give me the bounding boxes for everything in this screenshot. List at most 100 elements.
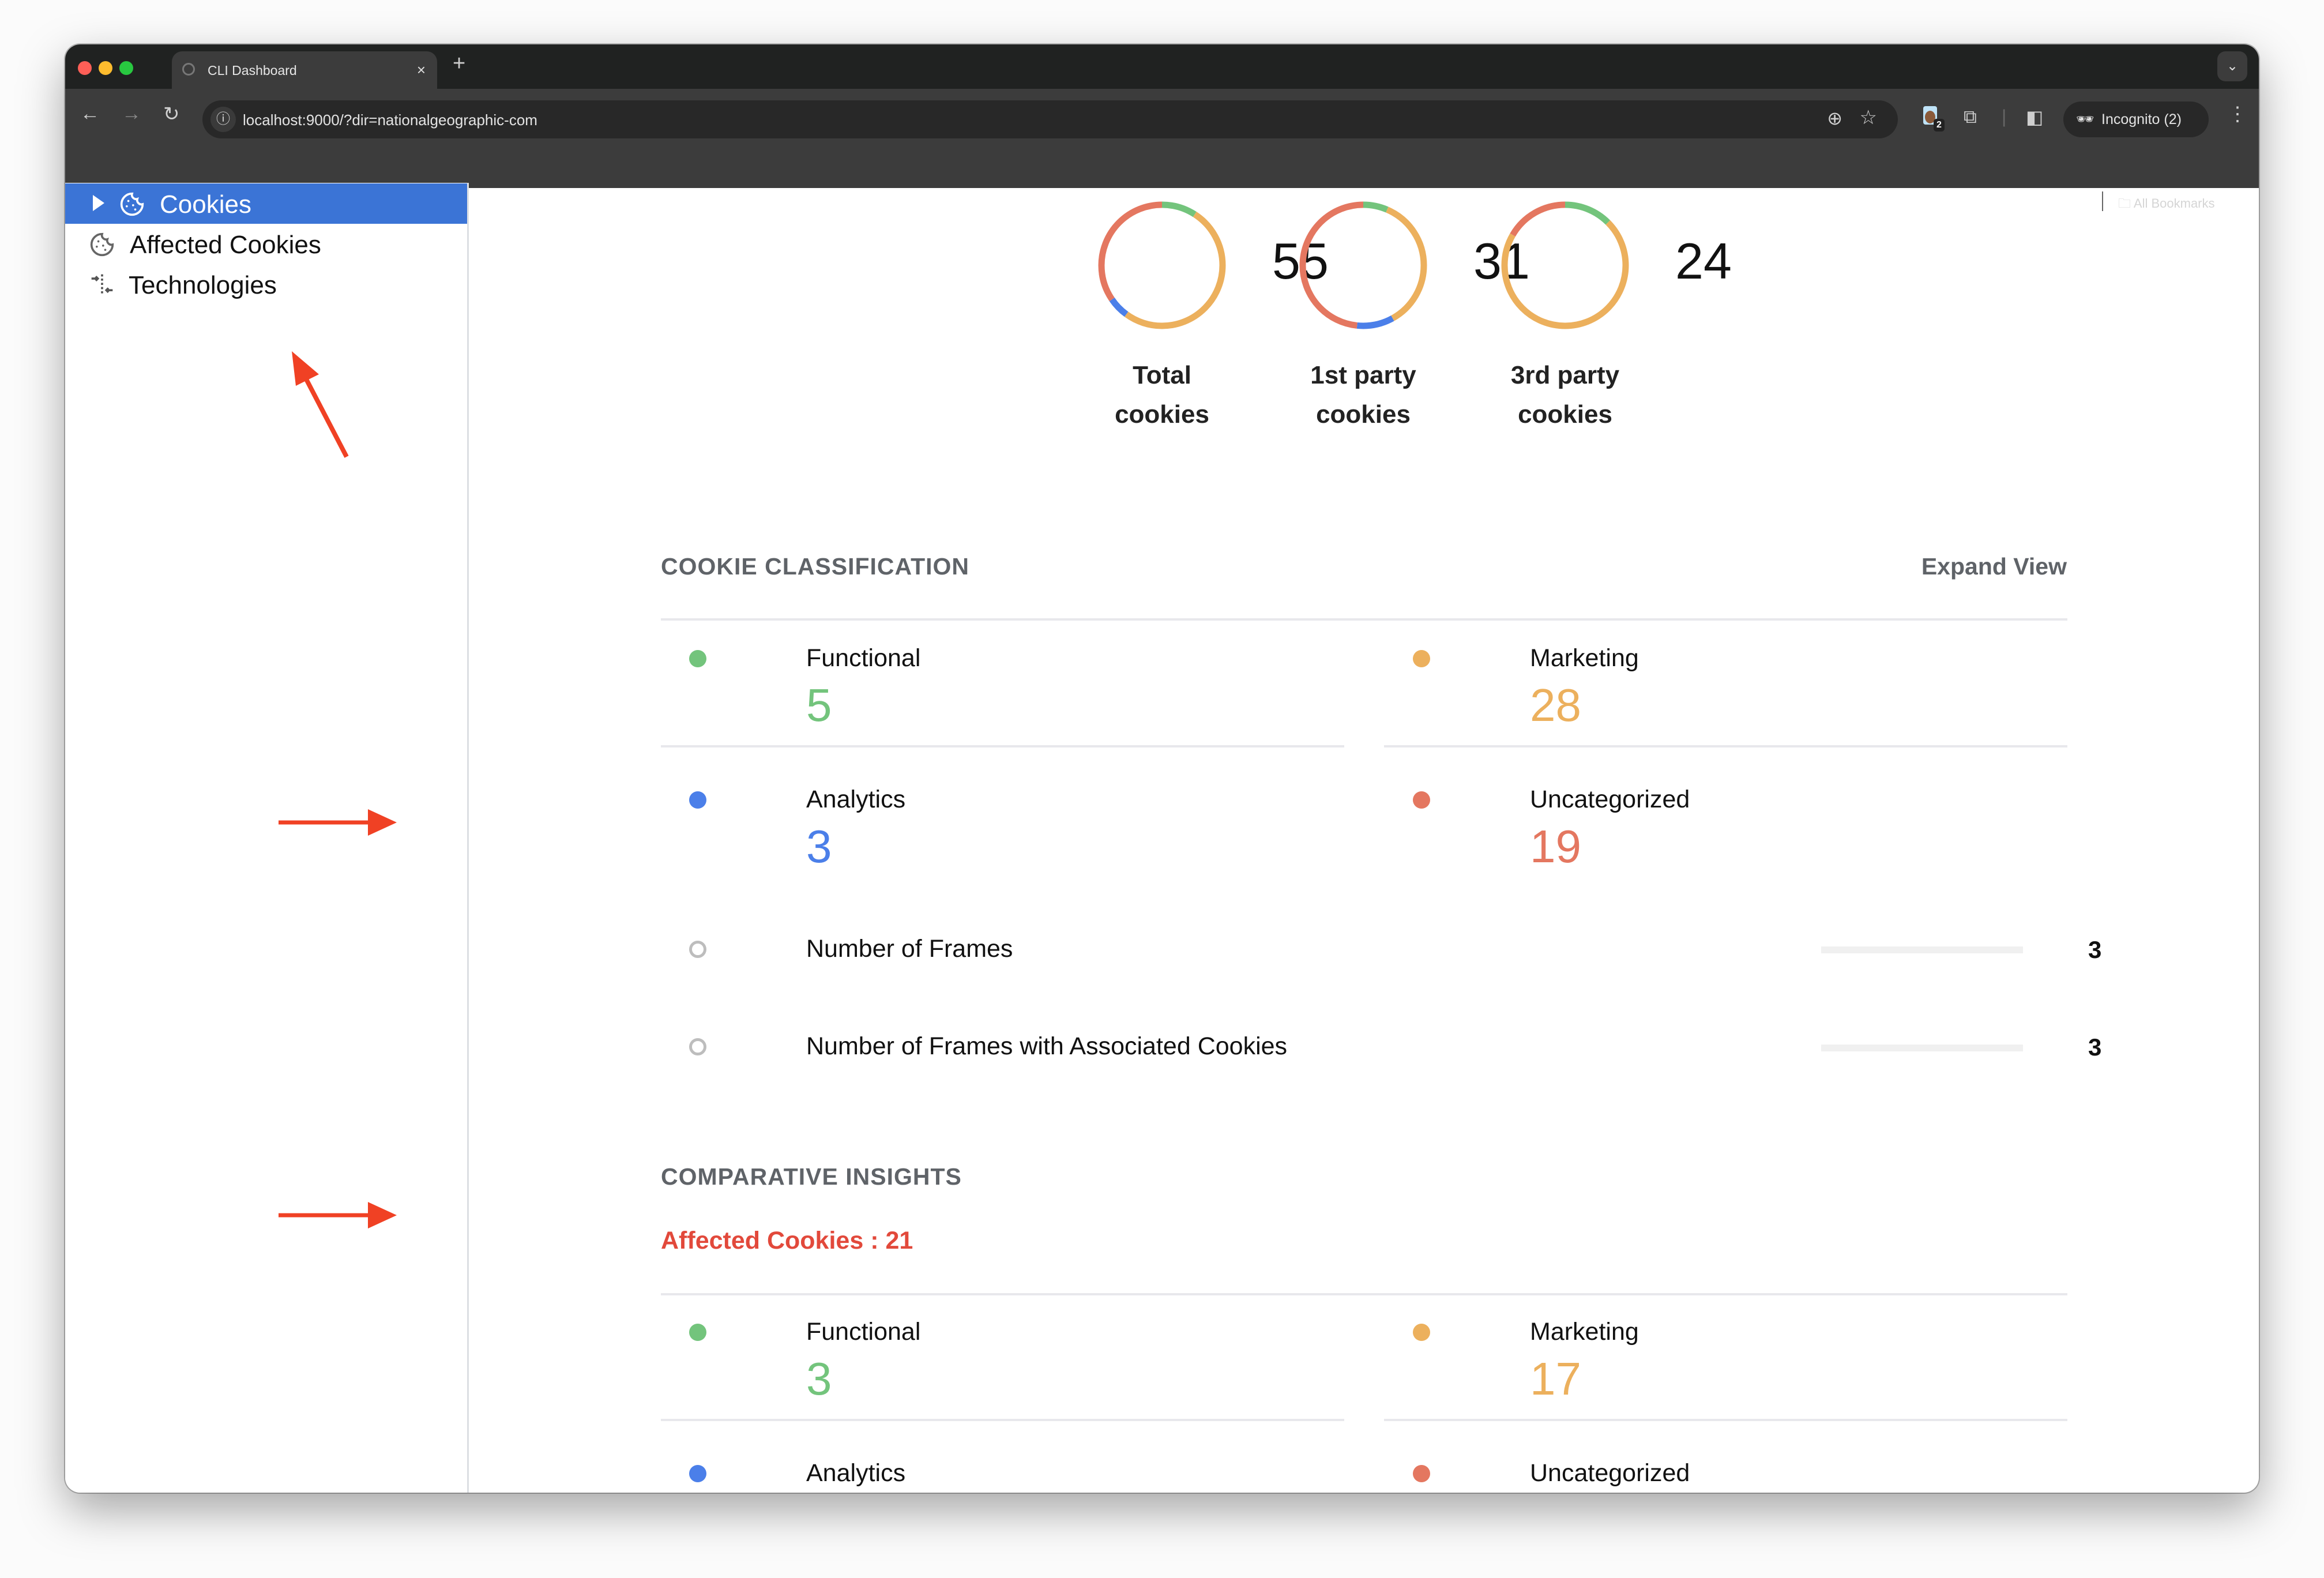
extension-badge: 2	[1934, 119, 1945, 132]
donut-first-party: 31	[1294, 196, 1530, 335]
cookie-jar-extension-icon[interactable]	[1923, 106, 1937, 125]
tab-search-chevron-icon[interactable]: ⌄	[2217, 51, 2247, 81]
site-info-icon[interactable]: ⓘ	[210, 107, 236, 132]
tab-title: CLI Dashboard	[208, 63, 297, 78]
divider	[661, 745, 1344, 747]
divider	[661, 1419, 1344, 1421]
donut-segment-uncategorized	[1299, 201, 1427, 329]
tab-strip: CLI Dashboard × + ⌄	[65, 44, 2259, 89]
incognito-icon: 🕶	[2076, 111, 2094, 127]
category-label: Uncategorized	[1530, 1459, 1690, 1487]
category-label: Analytics	[806, 1459, 906, 1487]
cookie-classification-title: COOKIE CLASSIFICATION	[661, 553, 970, 580]
back-button[interactable]: ←	[80, 103, 100, 125]
close-window-button[interactable]	[78, 61, 92, 75]
category-value: 3	[806, 1353, 832, 1404]
bookmark-star-icon[interactable]: ☆	[1859, 107, 1877, 129]
affected-cookies-count: Affected Cookies : 21	[661, 1227, 913, 1254]
frames-label: Number of Frames	[806, 935, 1013, 963]
toolbar-separator: |	[2002, 106, 2007, 127]
sidebar-item-affected-cookies[interactable]: Affected Cookies	[65, 224, 467, 264]
sidebar-item-label: Technologies	[129, 271, 277, 299]
browser-tab[interactable]: CLI Dashboard ×	[172, 51, 437, 89]
category-label: Uncategorized	[1530, 786, 1690, 813]
cookie-icon	[120, 192, 144, 216]
donut-segment-analytics	[1299, 201, 1427, 329]
donut-segment-uncategorized	[1098, 201, 1226, 329]
analytics-dot-icon	[689, 1465, 706, 1482]
new-tab-button[interactable]: +	[453, 51, 466, 76]
minimize-window-button[interactable]	[99, 61, 112, 75]
category-value: 5	[806, 679, 832, 731]
donut-chart	[1098, 201, 1226, 329]
label-line: cookies	[1115, 400, 1209, 429]
donut-chart	[1299, 201, 1427, 329]
category-label: Marketing	[1530, 644, 1639, 672]
expand-caret-icon[interactable]	[93, 195, 104, 211]
forward-button[interactable]: →	[122, 103, 141, 125]
category-label: Functional	[806, 644, 921, 672]
ring-icon	[689, 1038, 706, 1055]
side-panel-icon[interactable]: ◧	[2026, 107, 2044, 127]
category-value: 3	[806, 821, 832, 872]
ring-icon	[689, 941, 706, 958]
donut-third-party: 24	[1496, 196, 1732, 335]
analytics-dot-icon	[689, 791, 706, 809]
category-label: Analytics	[806, 786, 906, 813]
uncategorized-dot-icon	[1413, 1465, 1430, 1482]
zoom-icon[interactable]: ⊕	[1827, 108, 1842, 129]
donut-segment-marketing	[1098, 201, 1226, 329]
incognito-label: Incognito (2)	[2101, 111, 2182, 127]
donut-chart	[1501, 201, 1629, 329]
reload-button[interactable]: ↻	[163, 103, 180, 125]
divider	[1384, 1419, 2067, 1421]
functional-dot-icon	[689, 1324, 706, 1341]
close-tab-icon[interactable]: ×	[416, 61, 426, 78]
extensions-puzzle-icon[interactable]: ⧉	[1964, 106, 1977, 127]
donut-total: 55	[1093, 196, 1329, 335]
functional-dot-icon	[689, 650, 706, 667]
expand-view-button[interactable]: Expand View	[1921, 553, 2067, 580]
label-line: 3rd party	[1510, 361, 1620, 389]
frames-with-cookies-value: 3	[2088, 1034, 2102, 1061]
marketing-dot-icon	[1413, 650, 1430, 667]
label-line: cookies	[1518, 400, 1612, 429]
comparative-insights-title: COMPARATIVE INSIGHTS	[661, 1163, 962, 1190]
frames-with-cookies-bar	[1821, 1045, 2023, 1051]
category-label: Marketing	[1530, 1318, 1639, 1346]
category-value: 19	[1530, 821, 1581, 872]
sidebar: Cookies Affected Cookies Technologies	[65, 183, 469, 1493]
browser-window: CLI Dashboard × + ⌄ ← → ↻ ⓘ localhost:90…	[65, 44, 2259, 1493]
bookmarks-separator	[2102, 191, 2103, 211]
uncategorized-dot-icon	[1413, 791, 1430, 809]
folder-icon: 🗀	[2118, 196, 2134, 211]
divider	[661, 618, 2067, 621]
donut-segment-uncategorized	[1501, 201, 1629, 329]
url-text[interactable]: localhost:9000/?dir=nationalgeographic-c…	[243, 111, 537, 129]
category-value: 17	[1530, 1353, 1581, 1404]
label-line: Total	[1133, 361, 1191, 389]
frames-with-cookies-label: Number of Frames with Associated Cookies	[806, 1032, 1288, 1060]
technologies-icon	[91, 274, 113, 296]
donut-label: 1st party cookies	[1277, 356, 1450, 434]
category-value: 28	[1530, 679, 1581, 731]
maximize-window-button[interactable]	[119, 61, 133, 75]
donut-number: 24	[1675, 232, 1732, 290]
sidebar-item-label: Cookies	[160, 190, 251, 219]
donut-label: 3rd party cookies	[1479, 356, 1652, 434]
all-bookmarks-button[interactable]: 🗀 All Bookmarks	[2118, 194, 2215, 216]
menu-kebab-icon[interactable]: ⋮	[2228, 103, 2247, 125]
address-bar[interactable]: ⓘ localhost:9000/?dir=nationalgeographic…	[202, 100, 1898, 138]
sidebar-item-technologies[interactable]: Technologies	[65, 264, 467, 305]
label-line: 1st party	[1310, 361, 1416, 389]
sidebar-item-cookies[interactable]: Cookies	[65, 183, 467, 224]
category-label: Functional	[806, 1318, 921, 1346]
incognito-button[interactable]: 🕶 Incognito (2)	[2063, 102, 2209, 137]
label-line: cookies	[1316, 400, 1411, 429]
cookie-icon	[90, 232, 114, 257]
donut-label: Total cookies	[1075, 356, 1249, 434]
globe-icon	[182, 63, 195, 76]
marketing-dot-icon	[1413, 1324, 1430, 1341]
donut-segment-marketing	[1501, 201, 1629, 329]
divider	[1384, 745, 2067, 747]
